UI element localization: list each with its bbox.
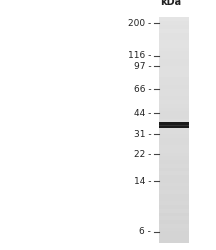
- Bar: [159, 47, 189, 51]
- Bar: [159, 152, 189, 156]
- Bar: [159, 227, 189, 231]
- Bar: [159, 126, 189, 130]
- Bar: [159, 204, 189, 209]
- Text: 14 -: 14 -: [134, 177, 151, 186]
- Bar: [159, 70, 189, 74]
- Bar: [159, 114, 189, 119]
- Bar: [159, 160, 189, 164]
- Text: 22 -: 22 -: [134, 150, 151, 159]
- Bar: [159, 32, 189, 36]
- Bar: [159, 148, 189, 152]
- Text: kDa: kDa: [160, 0, 181, 8]
- Bar: [159, 167, 189, 171]
- Bar: [159, 137, 189, 141]
- Bar: [159, 156, 189, 160]
- Bar: [159, 122, 189, 128]
- Text: 31 -: 31 -: [133, 130, 151, 138]
- Bar: [159, 77, 189, 81]
- Bar: [159, 17, 189, 21]
- Bar: [159, 190, 189, 194]
- Bar: [159, 193, 189, 198]
- Bar: [159, 201, 189, 205]
- Bar: [159, 216, 189, 220]
- Bar: [159, 163, 189, 168]
- Bar: [159, 208, 189, 212]
- Bar: [159, 88, 189, 92]
- Bar: [159, 178, 189, 182]
- Text: 44 -: 44 -: [134, 109, 151, 118]
- Text: 116 -: 116 -: [128, 51, 151, 60]
- Bar: [159, 40, 189, 44]
- Bar: [159, 100, 189, 104]
- Bar: [159, 174, 189, 179]
- Bar: [159, 96, 189, 100]
- Bar: [159, 36, 189, 40]
- Bar: [159, 43, 189, 48]
- Bar: [159, 231, 189, 235]
- Bar: [159, 186, 189, 190]
- Bar: [159, 124, 189, 126]
- Text: 6 -: 6 -: [139, 227, 151, 236]
- Bar: [159, 111, 189, 115]
- Bar: [159, 133, 189, 138]
- Bar: [159, 171, 189, 175]
- Bar: [159, 62, 189, 66]
- Bar: [159, 24, 189, 29]
- Bar: [159, 212, 189, 216]
- Bar: [159, 118, 189, 122]
- Bar: [159, 21, 189, 25]
- Bar: [159, 54, 189, 59]
- Bar: [159, 234, 189, 239]
- Bar: [159, 103, 189, 108]
- Bar: [159, 144, 189, 149]
- Bar: [159, 84, 189, 89]
- Bar: [159, 220, 189, 224]
- Bar: [159, 141, 189, 145]
- Bar: [159, 182, 189, 186]
- Bar: [159, 51, 189, 55]
- Bar: [159, 197, 189, 201]
- Text: 66 -: 66 -: [133, 84, 151, 94]
- Bar: [159, 81, 189, 85]
- Bar: [159, 18, 189, 242]
- Text: 200 -: 200 -: [128, 19, 151, 28]
- Bar: [159, 130, 189, 134]
- Bar: [159, 92, 189, 96]
- Bar: [159, 73, 189, 78]
- Bar: [159, 28, 189, 32]
- Bar: [159, 238, 189, 242]
- Bar: [159, 58, 189, 62]
- Bar: [159, 107, 189, 111]
- Bar: [159, 223, 189, 228]
- Bar: [159, 66, 189, 70]
- Text: 97 -: 97 -: [133, 62, 151, 71]
- Bar: [159, 122, 189, 126]
